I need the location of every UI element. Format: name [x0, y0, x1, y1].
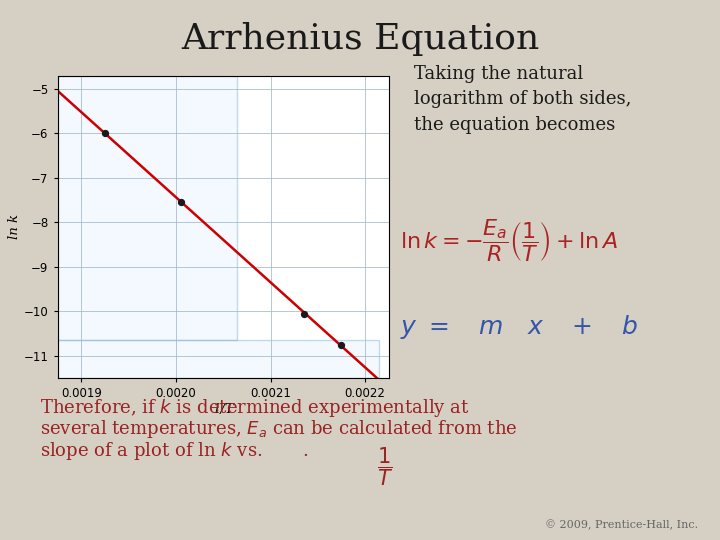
Text: Taking the natural
logarithm of both sides,
the equation becomes: Taking the natural logarithm of both sid… — [414, 65, 631, 134]
Text: slope of a plot of ln $k$ vs.       .: slope of a plot of ln $k$ vs. . — [40, 440, 308, 462]
Text: © 2009, Prentice-Hall, Inc.: © 2009, Prentice-Hall, Inc. — [545, 519, 698, 530]
Y-axis label: ln k: ln k — [8, 214, 21, 239]
Point — [336, 340, 347, 349]
X-axis label: 1/T: 1/T — [212, 403, 234, 416]
Bar — [58, 76, 238, 340]
Text: $y \ = \quad m \quad x \quad + \quad b$: $y \ = \quad m \quad x \quad + \quad b$ — [400, 313, 638, 341]
Point — [298, 309, 310, 318]
Point — [175, 198, 186, 207]
Bar — [58, 340, 379, 378]
Text: $\dfrac{1}{T}$: $\dfrac{1}{T}$ — [377, 446, 393, 488]
Point — [99, 128, 111, 137]
Text: Arrhenius Equation: Arrhenius Equation — [181, 22, 539, 56]
Text: $\mathrm{ln}\,k = \mathrm{-}\dfrac{E_a}{R}\left(\dfrac{1}{T}\right) + \mathrm{ln: $\mathrm{ln}\,k = \mathrm{-}\dfrac{E_a}{… — [400, 217, 618, 264]
Text: Therefore, if $k$ is determined experimentally at: Therefore, if $k$ is determined experime… — [40, 397, 469, 419]
Text: several temperatures, $E_a$ can be calculated from the: several temperatures, $E_a$ can be calcu… — [40, 418, 517, 441]
